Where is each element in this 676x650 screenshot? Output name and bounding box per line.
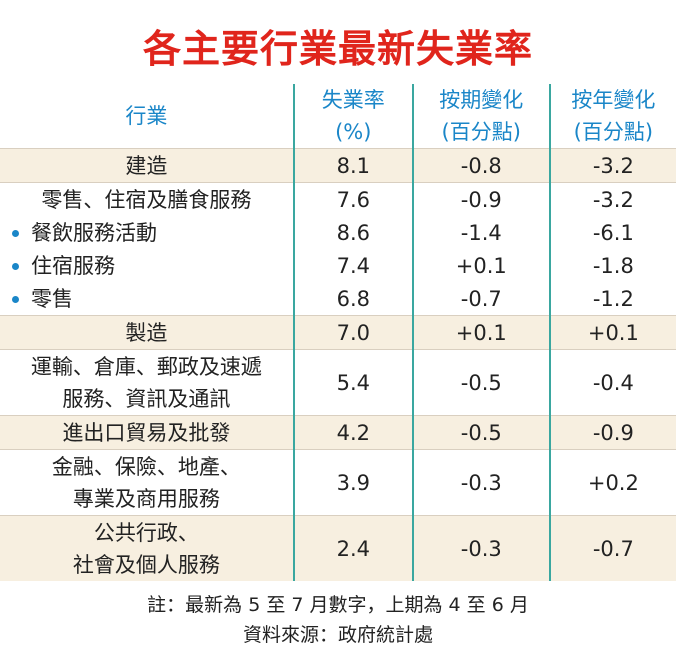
bullet bbox=[12, 296, 19, 303]
industry-line: 零售、住宿及膳食服務 bbox=[41, 187, 252, 212]
industry-line: 住宿服務 bbox=[31, 253, 115, 278]
industry-cell: 餐飲服務活動 bbox=[0, 216, 294, 249]
header-line: (%) bbox=[335, 120, 372, 144]
value-cell: -0.5 bbox=[411, 349, 550, 416]
value-cell: 7.6 bbox=[292, 182, 413, 216]
value-cell: 8.1 bbox=[292, 148, 413, 183]
industry-cell: 金融、保險、地產、 專業及商用服務 bbox=[0, 449, 294, 516]
header-cell: 按年變化 (百分點) bbox=[548, 84, 676, 149]
value-cell: +0.1 bbox=[548, 315, 676, 350]
bullet bbox=[12, 263, 19, 270]
value-cell: -1.8 bbox=[548, 249, 676, 282]
value-cell: -6.1 bbox=[548, 216, 676, 249]
value-cell: -0.8 bbox=[411, 148, 550, 183]
industry-line: 製造 bbox=[125, 320, 168, 345]
table-row: 餐飲服務活動 8.6 -1.4 -6.1 bbox=[0, 216, 676, 249]
header-cell: 失業率 (%) bbox=[292, 84, 413, 149]
bullet bbox=[12, 230, 19, 237]
value-cell: 6.8 bbox=[292, 282, 413, 316]
source: 資料來源：政府統計處 bbox=[242, 624, 433, 646]
industry-cell: 建造 bbox=[0, 148, 294, 183]
table-row: 公共行政、 社會及個人服務 2.4 -0.3 -0.7 bbox=[0, 515, 676, 581]
value-cell: -3.2 bbox=[548, 148, 676, 183]
value-cell: -3.2 bbox=[548, 182, 676, 216]
value-cell: -0.9 bbox=[411, 182, 550, 216]
table-row: 零售、住宿及膳食服務 7.6 -0.9 -3.2 bbox=[0, 182, 676, 216]
industry-cell: 公共行政、社會及個人服務 bbox=[0, 515, 294, 581]
industry-cell: 住宿服務 bbox=[0, 249, 294, 282]
industry-cell: 進出口貿易及批發 bbox=[0, 415, 294, 450]
value-cell: +0.2 bbox=[548, 449, 676, 516]
table-row: 運輸、倉庫、郵政及速遞 服務、資訊及通訊 5.4 -0.5 -0.4 bbox=[0, 349, 676, 416]
value-cell: 4.2 bbox=[292, 415, 413, 450]
table: 行業 失業率 (%) 按期變化 (百分點) 按年變化 (百分點) 建造 8.1 -0.8-… bbox=[0, 84, 676, 581]
table-row: 建造 8.1 -0.8 -3.2 bbox=[0, 148, 676, 183]
table-header: 行業 失業率 (%) 按期變化 (百分點) 按年變化 (百分點) bbox=[0, 84, 676, 149]
header-cell: 按期變化 (百分點) bbox=[411, 84, 550, 149]
value-cell: -0.3 bbox=[411, 515, 550, 581]
value-cell: -0.3 bbox=[411, 449, 550, 516]
header-line: (百分點) bbox=[573, 120, 654, 144]
value-cell: -0.9 bbox=[548, 415, 676, 450]
industry-line: 餐飲服務活動 bbox=[31, 220, 157, 245]
table-row: 製造 7.0 +0.1 +0.1 bbox=[0, 315, 676, 350]
table-body: 建造 8.1 -0.8 -3.2 零售、住宿及膳食服務 7.6 -0.9 -3.2 餐飲服務活動… bbox=[0, 148, 676, 581]
value-cell: 7.4 bbox=[292, 249, 413, 282]
value-cell: 3.9 bbox=[292, 449, 413, 516]
header-line: 失業率 bbox=[321, 88, 385, 112]
industry-line: 公共行政、 bbox=[93, 520, 199, 545]
value-cell: -1.2 bbox=[548, 282, 676, 316]
value-cell: 8.6 bbox=[292, 216, 413, 249]
industry-cell: 製造 bbox=[0, 315, 294, 350]
industry-line: 零售 bbox=[31, 286, 73, 311]
value-cell: 5.4 bbox=[292, 349, 413, 416]
header-cell: 行業 bbox=[125, 104, 168, 128]
industry-cell: 零售、住宿及膳食服務 bbox=[0, 182, 294, 216]
industry-cell: 零售 bbox=[0, 282, 294, 316]
value-cell: -0.5 bbox=[411, 415, 550, 450]
industry-line: 建造 bbox=[125, 153, 168, 178]
value-cell: +0.1 bbox=[411, 249, 550, 282]
value-cell: -0.7 bbox=[548, 515, 676, 581]
value-cell: +0.1 bbox=[411, 315, 550, 350]
table-row: 零售 6.8 -0.7 -1.2 bbox=[0, 282, 676, 316]
industry-line: 運輸、倉庫、郵政及速遞 bbox=[30, 354, 262, 379]
header-line: 按年變化 bbox=[571, 88, 656, 112]
industry-line: 金融、保險、地產、 bbox=[51, 454, 241, 479]
header-line: 按期變化 bbox=[439, 88, 524, 112]
value-cell: 7.0 bbox=[292, 315, 413, 350]
title: 各主要行業最新失業率 bbox=[142, 27, 533, 71]
industry-line: 社會及個人服務 bbox=[72, 552, 220, 577]
table-row: 進出口貿易及批發 4.2 -0.5 -0.9 bbox=[0, 415, 676, 450]
note: 註：最新為 5 至 7 月數字，上期為 4 至 6 月 bbox=[147, 594, 529, 616]
value-cell: -1.4 bbox=[411, 216, 550, 249]
industry-cell: 運輸、倉庫、郵政及速遞 服務、資訊及通訊 bbox=[0, 349, 294, 416]
header-line: (百分點) bbox=[441, 120, 521, 144]
industry-line: 進出口貿易及批發 bbox=[62, 420, 231, 445]
value-cell: 2.4 bbox=[292, 515, 413, 581]
table-row: 住宿服務 7.4 +0.1 -1.8 bbox=[0, 249, 676, 282]
industry-line: 服務、資訊及通訊 bbox=[62, 386, 231, 411]
value-cell: -0.4 bbox=[548, 349, 676, 416]
industry-line: 專業及商用服務 bbox=[72, 486, 220, 511]
table-row: 金融、保險、地產、 專業及商用服務 3.9 -0.3 +0.2 bbox=[0, 449, 676, 516]
value-cell: -0.7 bbox=[411, 282, 550, 316]
